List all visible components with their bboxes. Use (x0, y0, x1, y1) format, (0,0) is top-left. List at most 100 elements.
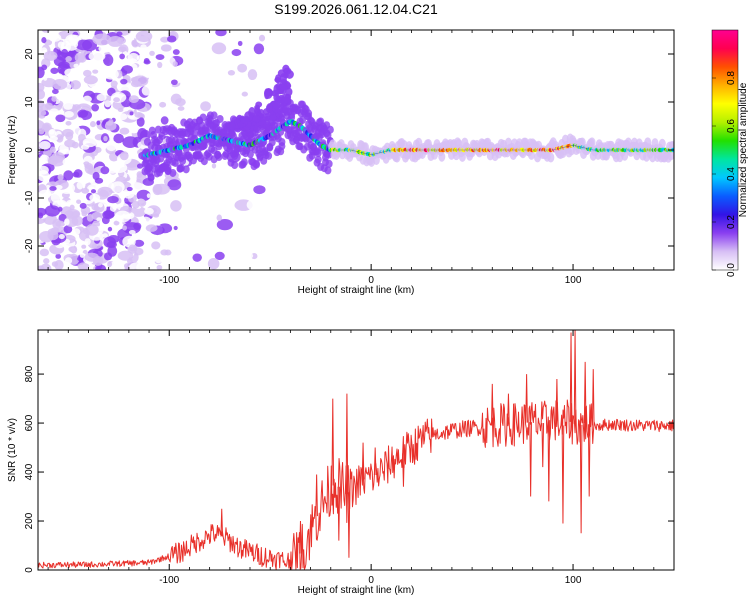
spectrogram-speckle (100, 111, 108, 120)
spectrogram-speckle (65, 55, 72, 62)
spectrogram-speckle (78, 110, 92, 121)
spectrogram-speckle (170, 200, 182, 212)
spectrogram-speckle (90, 189, 97, 194)
spectrogram-lobe (269, 114, 278, 121)
spectrogram-speckle (82, 227, 89, 235)
snr-y-tick-label: 400 (24, 463, 35, 480)
spectrogram-speckle (160, 116, 169, 125)
snr-x-label: Height of straight line (km) (298, 585, 415, 596)
spectrogram-speckle (92, 69, 99, 74)
spectrogram-speckle (73, 41, 79, 48)
spectrogram-speckle (162, 56, 176, 69)
spectrogram-speckle (98, 202, 103, 208)
spectrogram-speckle (131, 75, 149, 87)
spectrogram-speckle (211, 42, 227, 55)
spectrogram-speckle (50, 67, 59, 74)
spectrogram-speckle (91, 85, 98, 92)
spectrogram-speckle (131, 201, 140, 209)
spectrogram-lobe (240, 118, 250, 124)
spectrogram-lobe (279, 83, 288, 91)
spectrogram-speckle (173, 225, 178, 231)
spectrogram-speckle (86, 213, 94, 222)
snr-spike (573, 330, 577, 424)
spectrogram-speckle (51, 95, 57, 102)
spectrogram-speckle (159, 101, 167, 108)
spectrogram-speckle (74, 52, 85, 63)
spectrogram-halo (667, 150, 674, 161)
spectrogram-speckle (118, 113, 128, 121)
spectrogram-y-label: Frequency (Hz) (7, 116, 18, 185)
spectrogram-speckle (91, 243, 98, 249)
spectrogram-speckle (75, 117, 84, 126)
spectrogram-x-tick-label: 0 (368, 275, 374, 286)
spectrogram-speckle (111, 181, 125, 193)
spectrogram-speckle (172, 49, 180, 55)
snr-spike (402, 453, 405, 487)
spectrogram-speckle (38, 119, 45, 132)
spectrogram-speckle (103, 54, 114, 66)
spectrogram-speckle (81, 244, 87, 249)
spectrogram-speckle (41, 37, 47, 44)
spectrogram-speckle (76, 199, 82, 204)
spectrogram-halo (182, 165, 190, 174)
spectrogram-speckle (102, 210, 115, 220)
spectrogram-speckle (128, 262, 144, 270)
spectrogram-speckle (52, 79, 68, 90)
spectrogram-halo (210, 111, 218, 120)
snr-spike (525, 374, 528, 423)
snr-spike (579, 424, 583, 534)
spectrogram-halo (203, 127, 211, 136)
spectrogram-speckle (116, 80, 132, 93)
spectrogram-speckle (89, 193, 101, 202)
spectrogram-speckle (146, 193, 151, 199)
spectrogram-halo (314, 155, 322, 164)
spectrogram-speckle (72, 228, 81, 236)
spectrogram-speckle (73, 126, 81, 136)
spectrogram-speckle (121, 65, 133, 74)
spectrogram-speckle (113, 133, 124, 144)
spectrogram-speckle (60, 48, 69, 58)
colorbar-tick-label: 0.6 (726, 119, 737, 133)
spectrogram-lobe (273, 92, 280, 102)
spectrogram-speckle (116, 31, 123, 37)
spectrogram-speckle (140, 44, 147, 51)
spectrogram-speckle (216, 65, 226, 71)
spectrogram-speckle (55, 220, 66, 227)
spectrogram-speckle (38, 109, 47, 117)
spectrogram-speckle (48, 33, 62, 42)
spectrogram-speckle (156, 264, 163, 270)
spectrogram-speckle (38, 141, 51, 150)
spectrogram-speckle (89, 121, 96, 128)
spectrogram-halo (240, 158, 248, 167)
spectrogram-halo (246, 150, 254, 159)
spectrogram-halo (298, 116, 306, 125)
colorbar: 0.0 0.2 0.4 0.6 0.8 Normalized spectral ampl… (711, 29, 749, 277)
spectrogram-speckle (126, 186, 133, 192)
snr-y-ticks: 0 200 400 600 800 (24, 365, 674, 573)
spectrogram-halo (329, 139, 337, 150)
spectrogram-y-tick-label: -10 (24, 190, 35, 205)
spectrogram-speckle (82, 137, 97, 148)
spectrogram-speckle (200, 101, 211, 112)
spectrogram-speckle (96, 93, 107, 102)
spectrogram-speckle (207, 257, 220, 270)
spectrogram-halo (658, 138, 666, 149)
snr-x-tick-label: -100 (159, 575, 179, 586)
spectrogram-speckle (117, 250, 134, 261)
snr-spike (220, 508, 224, 537)
spectrogram-speckle (96, 266, 102, 270)
spectrogram-speckle (231, 49, 242, 57)
spectrogram-speckle (129, 111, 134, 116)
snr-frame (37, 329, 675, 571)
colorbar-tick-label: 0.2 (726, 215, 737, 229)
spectrogram-speckle (122, 225, 128, 231)
spectrogram-speckle (154, 256, 163, 264)
spectrogram-speckle (48, 155, 59, 165)
spectrogram-speckle (160, 36, 170, 43)
spectrogram-lobe (285, 87, 293, 97)
spectrogram-speckle (84, 238, 91, 246)
spectrogram-halo (169, 168, 177, 177)
spectrogram-speckle (128, 95, 140, 103)
spectrogram-speckle (253, 185, 266, 195)
